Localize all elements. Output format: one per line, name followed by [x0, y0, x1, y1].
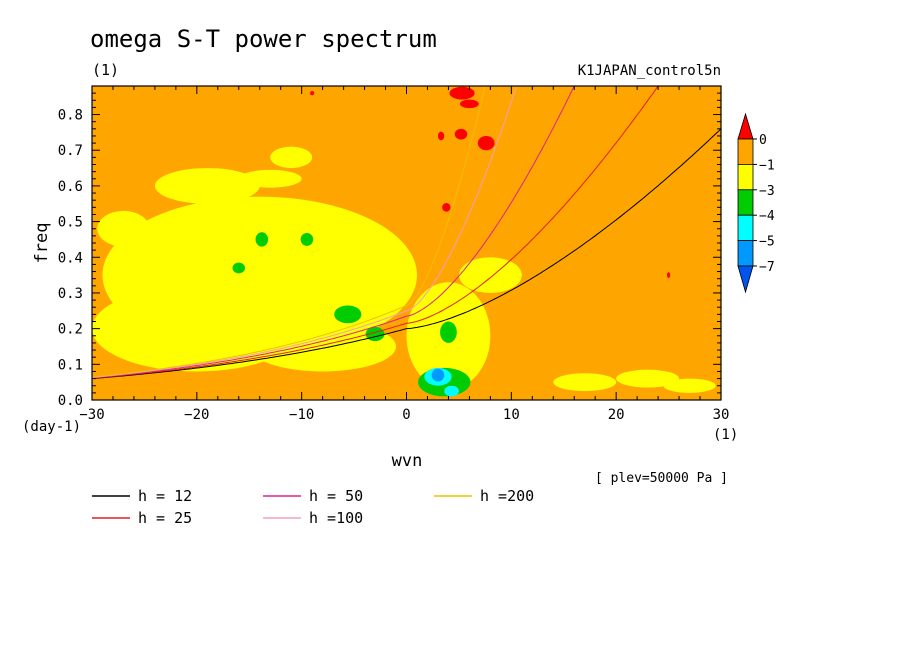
- y-tick-label-0: 0.0: [58, 393, 83, 409]
- y-tick-label-5: 0.5: [58, 215, 83, 231]
- legend-label-h-100: h =100: [309, 509, 363, 527]
- region-1: [92, 285, 302, 372]
- y-axis-title: freq: [32, 223, 52, 264]
- region-10: [270, 146, 313, 169]
- region-8: [663, 378, 716, 393]
- colorbar-label-0: 0: [759, 133, 767, 148]
- region-23: [459, 99, 479, 109]
- colorbar-bottom-triangle: [737, 265, 754, 294]
- x-tick-label-5: 20: [608, 407, 625, 423]
- y-tick-label-4: 0.4: [58, 250, 83, 266]
- x-tick-label-4: 10: [503, 407, 520, 423]
- y-units-label: (day-1): [22, 419, 81, 435]
- region-18: [440, 321, 457, 343]
- curve-h-200: [92, 86, 486, 378]
- units-label: (1): [92, 61, 119, 79]
- x-tick-label-3: 0: [402, 407, 410, 423]
- chart-title: omega S-T power spectrum: [90, 25, 437, 53]
- y-tick-label-7: 0.7: [58, 143, 83, 159]
- y-tick-label-1: 0.1: [58, 357, 83, 373]
- colorbar-segment-1: [737, 163, 754, 191]
- legend: h = 12 h = 25 h = 50 h =100 h =200: [92, 487, 534, 527]
- region-3: [154, 168, 260, 204]
- x-tick-label-0: −30: [79, 407, 104, 423]
- x-units-label: (1): [713, 427, 738, 443]
- region-28: [667, 272, 671, 278]
- colorbar-label-4: −5: [759, 235, 775, 250]
- region-29: [310, 90, 315, 96]
- region-5: [458, 257, 522, 293]
- region-25: [477, 135, 495, 151]
- region-11: [238, 169, 302, 188]
- colorbar-segment-4: [737, 240, 754, 267]
- shaded-regions: [92, 86, 716, 397]
- colorbar-label-3: −4: [759, 209, 775, 224]
- run-label: K1JAPAN_control5n: [578, 63, 721, 79]
- x-tick-label-2: −10: [289, 407, 314, 423]
- colorbar-label-1: −1: [759, 158, 775, 173]
- region-16: [232, 262, 246, 274]
- region-20: [444, 385, 459, 397]
- x-tick-label-1: −20: [184, 407, 209, 423]
- curve-h-100: [92, 86, 518, 378]
- y-tick-label-3: 0.3: [58, 286, 83, 302]
- region-7: [616, 369, 680, 388]
- region-6: [553, 373, 617, 392]
- colorbar-label-2: −3: [759, 184, 775, 199]
- colorbar: 0 −1 −3 −4 −5 −7: [737, 112, 775, 294]
- curve-h-25: [92, 86, 659, 379]
- colorbar-top-triangle: [737, 112, 754, 140]
- region-2: [249, 321, 397, 372]
- y-tick-label-8: 0.8: [58, 108, 83, 124]
- region-26: [437, 131, 445, 141]
- y-tick-label-2: 0.2: [58, 322, 83, 338]
- legend-label-h-50: h = 50: [309, 487, 363, 505]
- region-21: [431, 368, 445, 382]
- colorbar-segment-2: [737, 189, 754, 216]
- region-15: [300, 233, 314, 246]
- y-tick-label-6: 0.6: [58, 179, 83, 195]
- dispersion-curves: [92, 86, 721, 380]
- legend-label-h-12: h = 12: [138, 487, 192, 505]
- curve-h-12: [92, 128, 721, 380]
- region-27: [442, 203, 451, 212]
- region-9: [97, 210, 150, 247]
- colorbar-label-5: −7: [759, 260, 775, 275]
- region-22: [449, 86, 475, 100]
- x-axis-title: wvn: [392, 451, 423, 471]
- axes: −30 −20 −10 0 10 20 30 0.0 0.1 0.2 0.3 0.4 0.5 0.6 0.7…: [58, 86, 730, 423]
- region-24: [454, 128, 468, 140]
- region-12: [334, 305, 362, 324]
- colorbar-segment-3: [737, 214, 754, 241]
- legend-label-h-200: h =200: [480, 487, 534, 505]
- plev-note: [ plev=50000 Pa ]: [595, 471, 728, 486]
- legend-label-h-25: h = 25: [138, 509, 192, 527]
- region-14: [255, 232, 269, 247]
- curve-h-50: [92, 86, 575, 379]
- colorbar-segment-0: [737, 138, 754, 165]
- x-tick-label-6: 30: [713, 407, 730, 423]
